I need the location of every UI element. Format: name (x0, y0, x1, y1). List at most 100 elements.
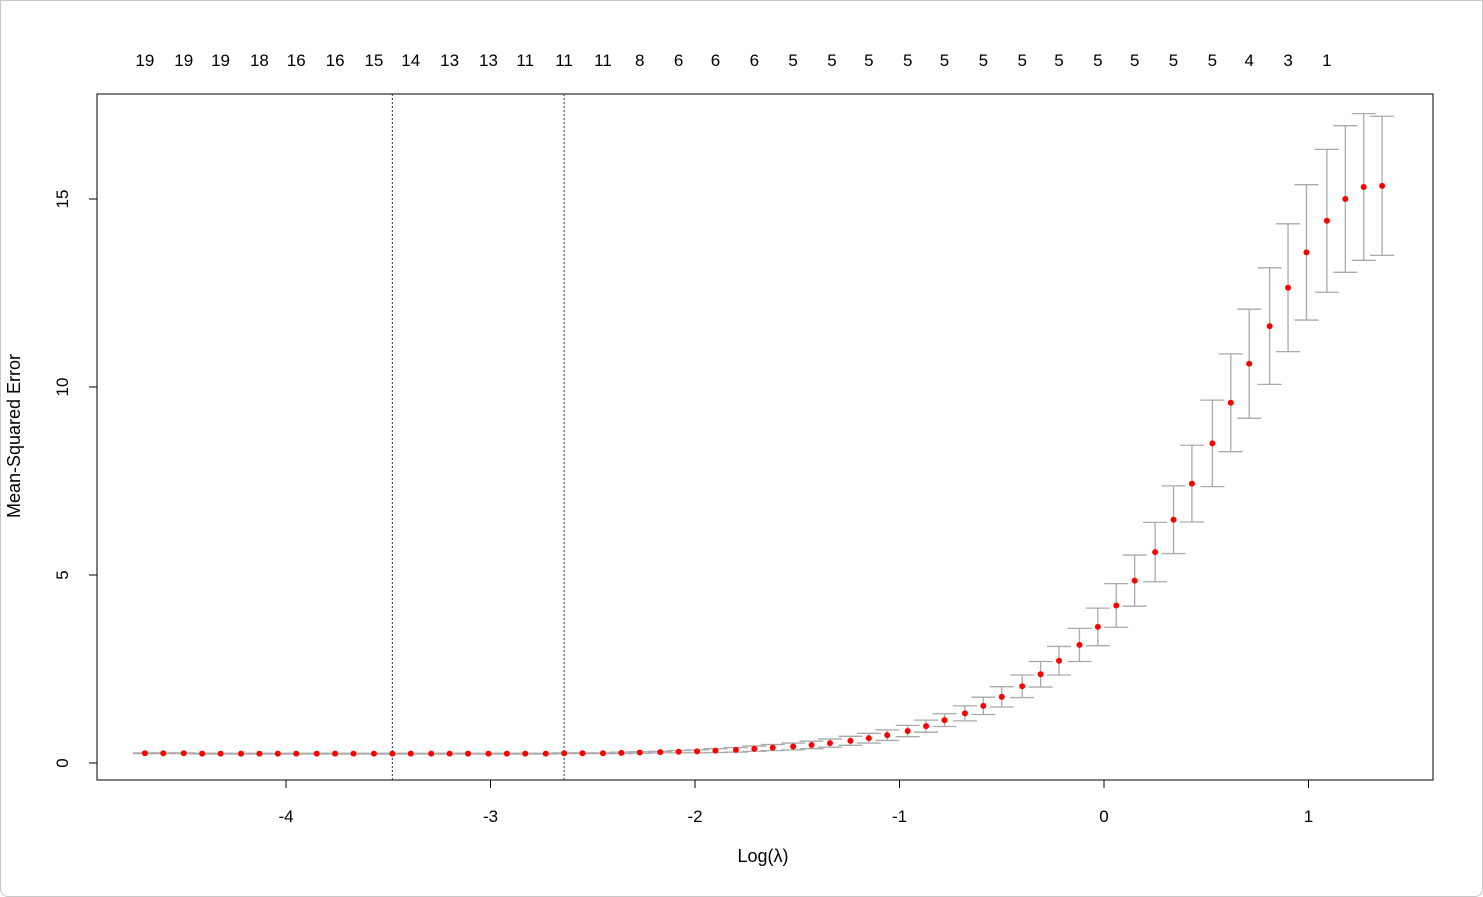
data-point (332, 750, 339, 757)
top-axis-label: 6 (674, 51, 683, 70)
top-axis-label: 5 (1208, 51, 1217, 70)
data-point (180, 750, 187, 757)
data-point (904, 728, 911, 735)
data-point (790, 743, 797, 750)
top-axis-label: 5 (1054, 51, 1063, 70)
data-point (1342, 196, 1349, 202)
top-axis-label: 3 (1283, 51, 1292, 70)
top-axis-label: 5 (979, 51, 988, 70)
top-axis-label: 11 (594, 51, 612, 70)
data-point (579, 750, 586, 757)
data-point (884, 732, 891, 739)
top-axis-labels: 19 19 19 18 16 16 15 14 13 13 11 11 11 8 6 6 6 5 5 5 5 5 5 5 5 5 5… (135, 51, 1331, 70)
data-point (199, 750, 206, 757)
y-tick-label: 0 (53, 758, 72, 767)
data-point (389, 750, 396, 757)
top-axis-label: 5 (940, 51, 949, 70)
top-axis-label: 6 (750, 51, 759, 70)
data-point (599, 750, 606, 757)
data-point (141, 750, 148, 757)
data-point (1170, 516, 1177, 523)
data-point (1037, 671, 1044, 678)
data-point (485, 750, 492, 757)
data-point (961, 710, 968, 717)
data-point (826, 740, 833, 747)
data-point (865, 735, 872, 742)
data-point (1056, 657, 1063, 664)
top-axis-label: 5 (1017, 51, 1026, 70)
data-point (561, 750, 568, 757)
top-axis-label: 5 (1130, 51, 1139, 70)
data-point (694, 748, 701, 755)
x-tick-label: -4 (278, 807, 293, 826)
top-axis-label: 1 (1322, 51, 1331, 70)
top-axis-label: 19 (135, 51, 154, 70)
data-points (141, 182, 1386, 757)
x-tick-label: -3 (483, 807, 498, 826)
data-point (217, 750, 224, 757)
y-tick-label: 15 (53, 190, 72, 209)
top-axis-label: 5 (903, 51, 912, 70)
top-axis-label: 5 (1169, 51, 1178, 70)
top-axis-label: 19 (174, 51, 193, 70)
data-point (428, 750, 435, 757)
data-point (1266, 323, 1273, 330)
data-point (293, 750, 300, 757)
data-point (980, 702, 987, 709)
y-tick-label: 5 (53, 570, 72, 579)
top-axis-label: 14 (401, 51, 420, 70)
data-point (1188, 480, 1195, 487)
data-point (465, 750, 472, 757)
data-point (941, 717, 948, 724)
data-point (675, 748, 682, 755)
x-tick-label: -2 (687, 807, 702, 826)
top-axis-label: 6 (711, 51, 720, 70)
x-tick-label: 1 (1304, 807, 1313, 826)
data-point (503, 750, 510, 757)
data-point (238, 750, 245, 757)
x-axis-title: Log(λ) (737, 846, 788, 866)
data-point (446, 750, 453, 757)
data-point (751, 745, 758, 752)
top-axis-label: 4 (1244, 51, 1253, 70)
data-point (923, 723, 930, 730)
data-point (636, 749, 643, 756)
top-axis-label: 5 (864, 51, 873, 70)
x-axis: -4 -3 -2 -1 0 1 (278, 780, 1313, 826)
top-axis-label: 5 (788, 51, 797, 70)
x-tick-label: -1 (892, 807, 907, 826)
data-point (769, 744, 776, 751)
data-point (1019, 683, 1026, 690)
data-point (522, 750, 529, 757)
vertical-reference-lines (391, 94, 565, 780)
top-axis-label: 13 (440, 51, 459, 70)
data-point (657, 749, 664, 756)
top-axis-label: 19 (211, 51, 230, 70)
top-axis-label: 13 (479, 51, 498, 70)
error-bars (132, 112, 1395, 755)
top-axis-label: 5 (1093, 51, 1102, 70)
data-point (370, 750, 377, 757)
data-point (618, 749, 625, 756)
data-point (1285, 284, 1292, 291)
data-point (998, 693, 1005, 700)
y-axis-title: Mean-Squared Error (4, 354, 24, 518)
x-tick-label: 0 (1099, 807, 1108, 826)
top-axis-label: 18 (250, 51, 269, 70)
top-axis-label: 8 (635, 51, 644, 70)
top-axis-label: 16 (326, 51, 345, 70)
data-point (1379, 182, 1386, 189)
data-point (1094, 623, 1101, 630)
data-point (1323, 217, 1330, 224)
data-point (1303, 249, 1310, 256)
top-axis-label: 16 (287, 51, 306, 70)
data-point (808, 741, 815, 748)
data-point (1209, 440, 1216, 447)
data-point (712, 747, 719, 754)
data-point (1360, 183, 1367, 190)
top-axis-label: 11 (516, 51, 534, 70)
data-point (732, 746, 739, 753)
top-axis-label: 15 (364, 51, 383, 70)
data-point (1227, 399, 1234, 406)
